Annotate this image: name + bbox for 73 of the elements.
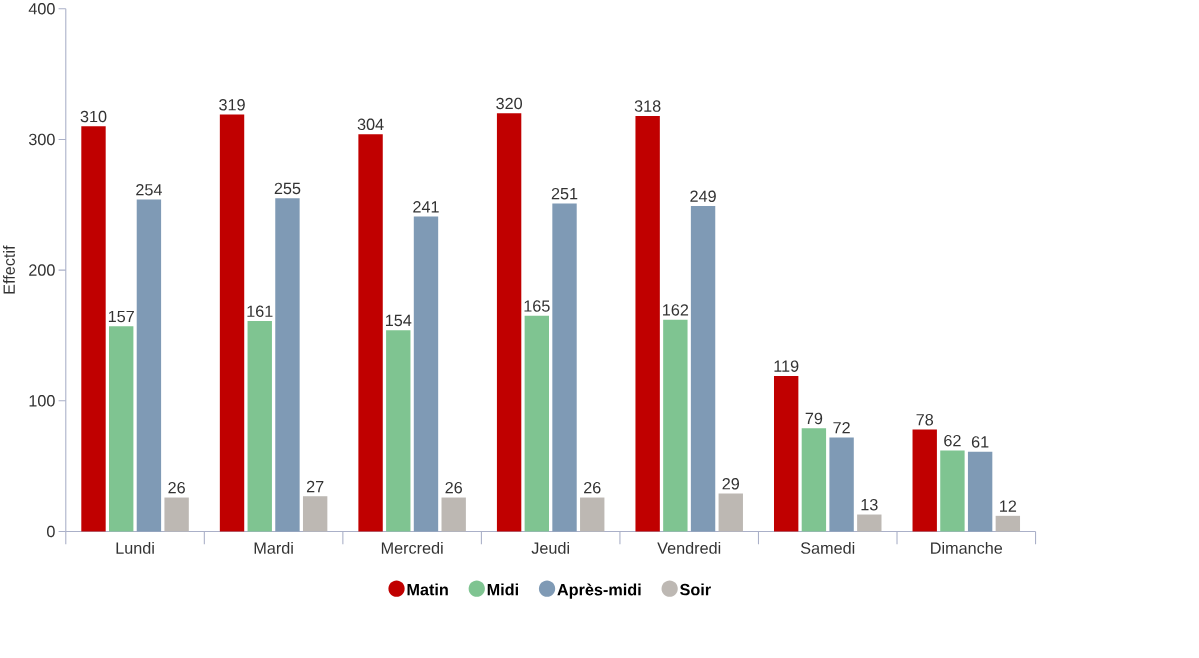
data-label: 165 [524,300,550,312]
x-tick-label: Samedi [800,541,855,554]
x-tick-label: Vendredi [657,541,721,554]
bar [413,216,439,532]
data-label: 254 [136,183,162,196]
data-label: 119 [774,360,799,372]
bar [358,134,383,532]
legend-label: Midi [487,583,518,596]
bar [275,198,300,532]
y-tick-label: 300 [28,133,55,146]
bar [773,375,799,532]
data-label: 27 [306,480,324,492]
bar [302,496,328,532]
bar [552,203,577,532]
data-label: 318 [634,100,661,112]
bar [164,497,189,532]
bar [136,199,162,532]
data-label: 319 [219,98,245,111]
data-label: 72 [833,421,850,434]
bar [524,315,550,532]
y-tick-label: 0 [47,525,55,538]
x-tick-label: Dimanche [931,541,1003,554]
data-label: 157 [108,310,134,323]
y-tick-label: 400 [28,2,55,15]
bar [718,493,743,532]
legend-label: Après-midi [557,583,641,599]
data-label: 161 [247,305,273,317]
bar [663,319,688,532]
x-tick-label: Lundi [116,541,154,554]
y-tick-label: 100 [29,394,55,407]
data-label: 251 [551,187,578,200]
bar [940,450,965,532]
bar [247,320,272,532]
data-label: 61 [971,436,989,448]
data-label: 241 [413,200,439,213]
data-label: 26 [168,481,185,494]
data-label: 310 [80,110,107,123]
data-label: 255 [274,182,301,195]
bar [690,205,716,532]
bar [81,126,106,532]
data-label: 304 [357,118,384,130]
bar [801,428,827,532]
data-label: 12 [1000,500,1017,512]
bar [995,515,1021,532]
data-label: 162 [663,304,689,316]
bar [441,497,466,532]
data-label: 13 [861,498,878,511]
bar [496,113,522,532]
bar [857,514,882,532]
data-label: 26 [445,481,462,494]
bar [386,330,411,532]
x-tick-label: Mercredi [381,541,443,554]
data-label: 249 [690,190,716,202]
y-axis-title: Effectif [3,245,15,294]
data-label: 26 [584,481,601,494]
bar [967,451,993,532]
data-label: 79 [805,412,823,425]
bar [219,114,245,532]
y-tick-label: 200 [29,264,55,276]
data-label: 29 [722,477,740,490]
legend-label: Matin [407,583,448,596]
data-label: 78 [916,413,934,426]
x-tick-label: Jeudi [531,541,569,554]
bar [912,429,937,532]
data-label: 154 [385,314,412,327]
bar [109,326,134,532]
data-label: 320 [496,97,523,110]
x-tick-label: Mardi [254,541,293,554]
data-label: 62 [944,434,961,447]
bar [580,497,605,532]
bar [829,437,854,532]
bar [635,115,660,532]
legend-label: Soir [680,583,711,596]
